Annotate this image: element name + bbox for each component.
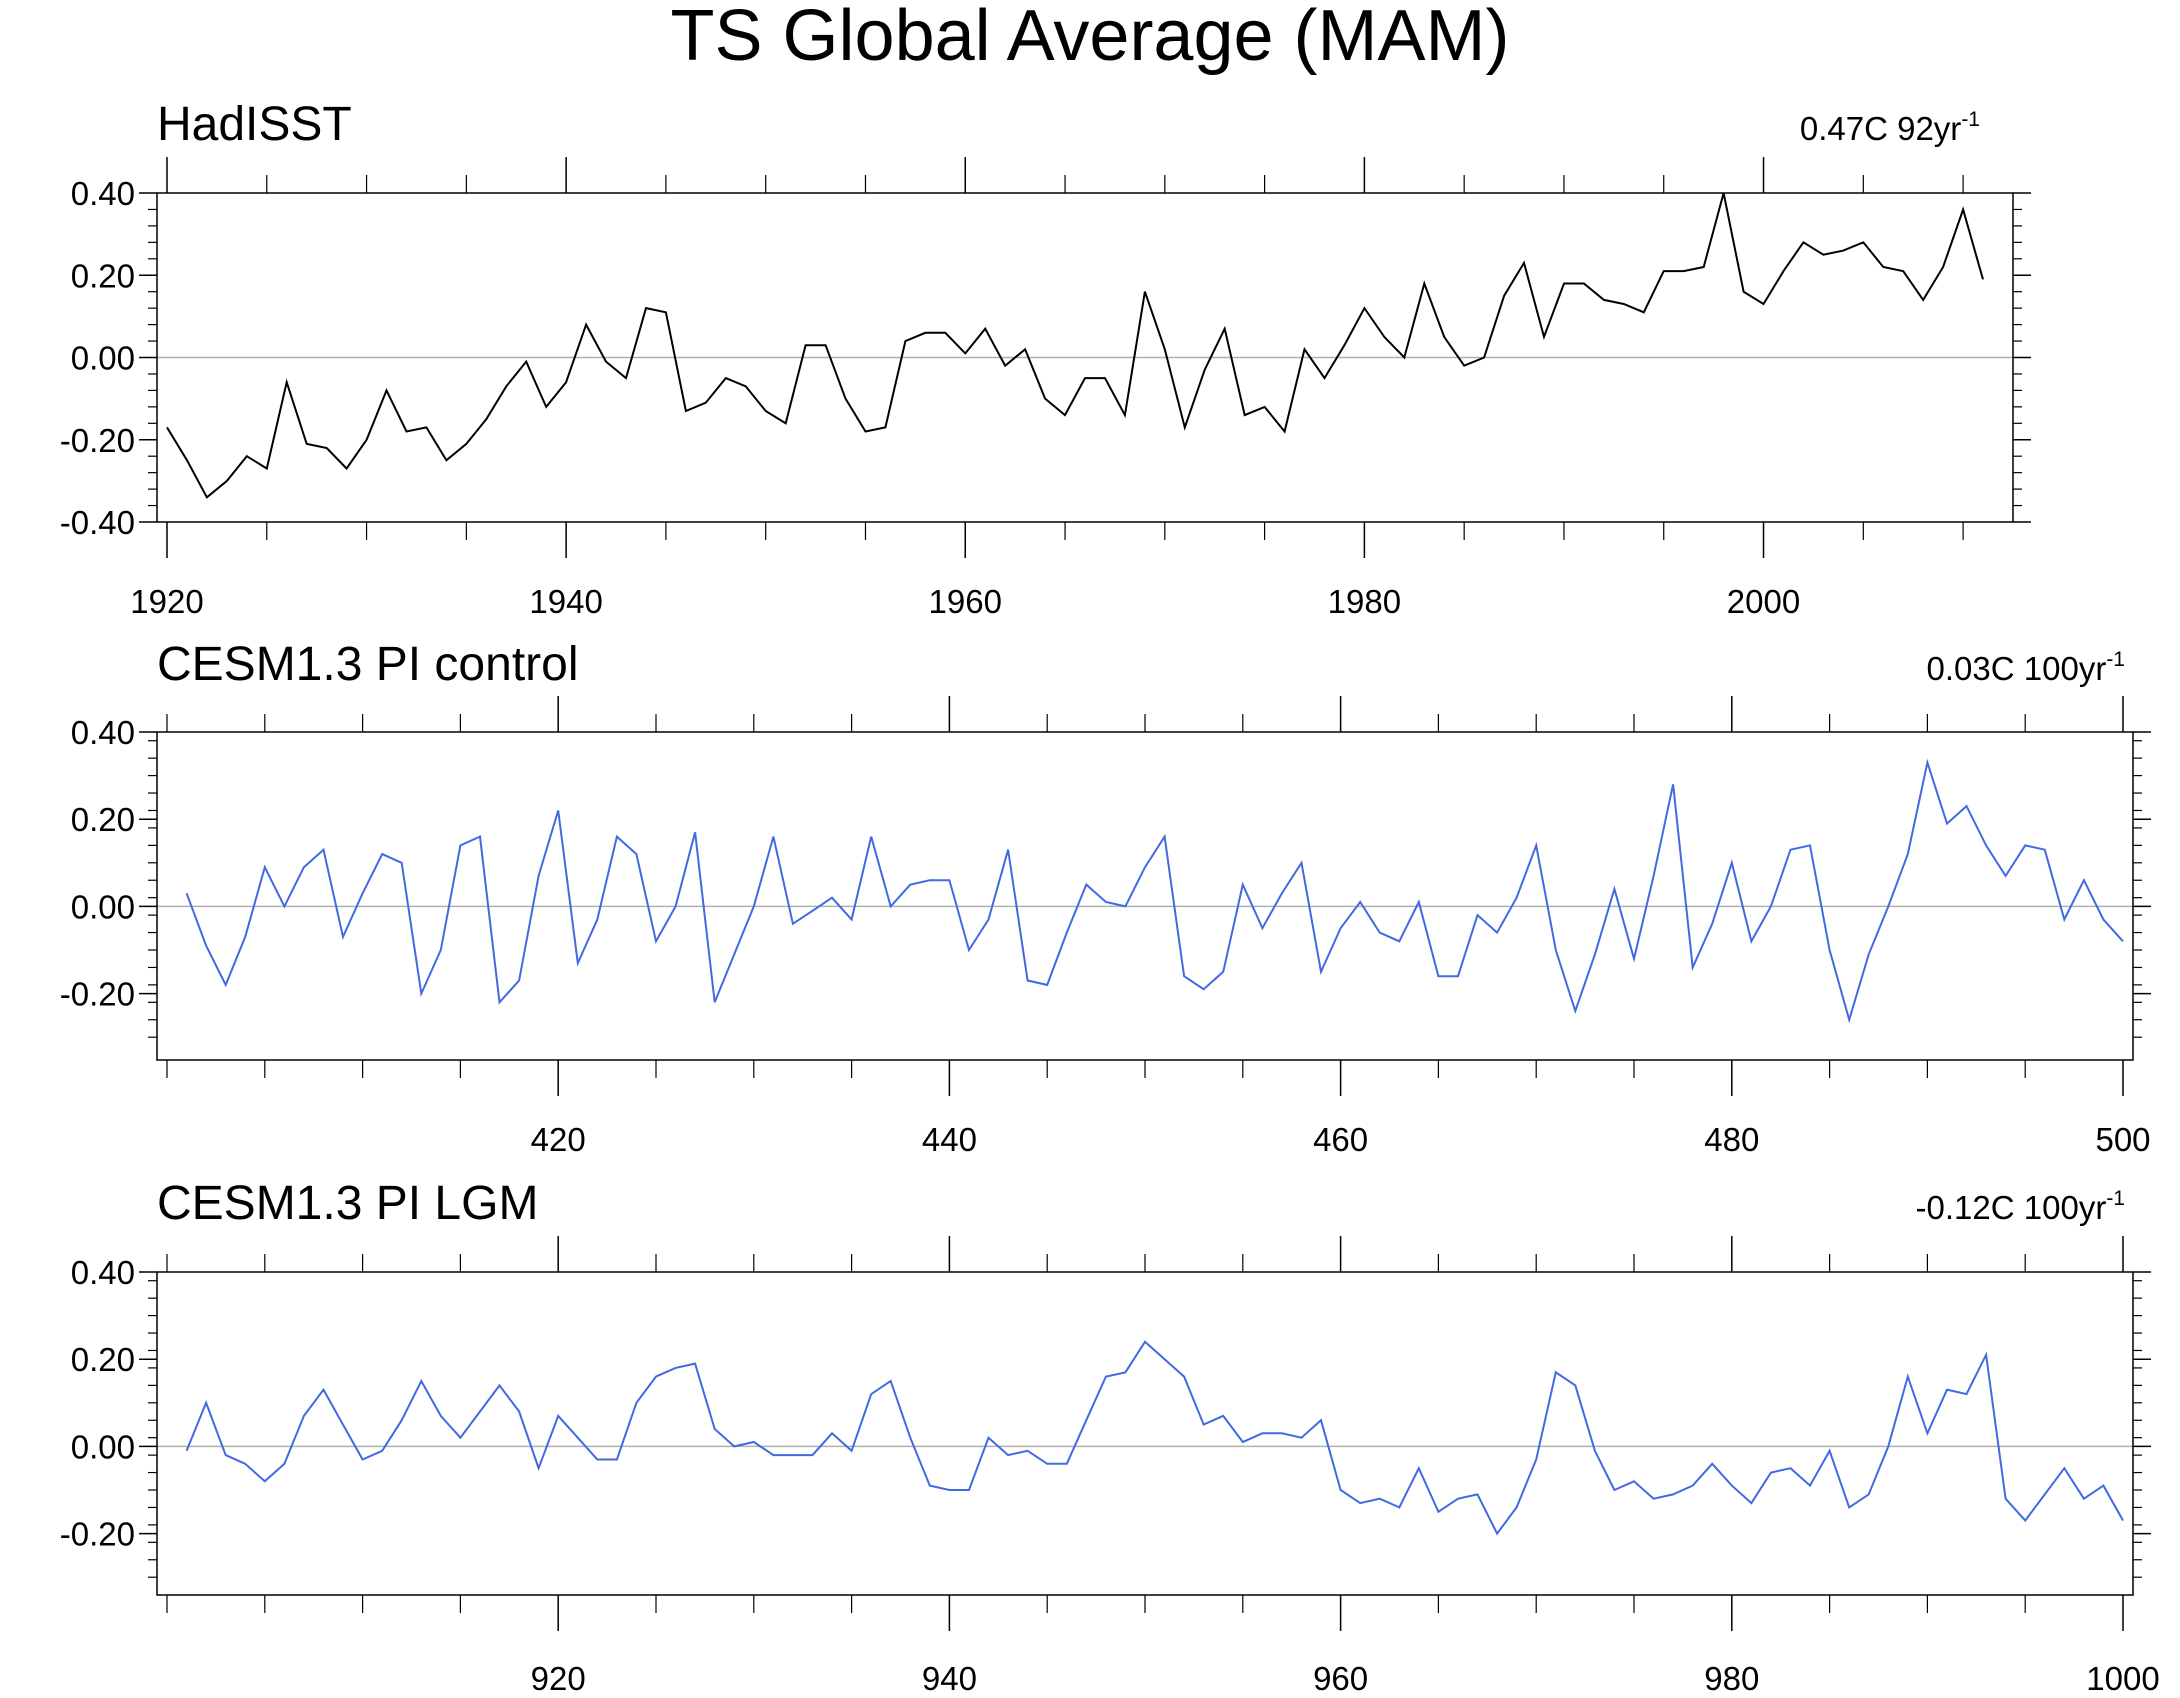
x-tick-label: 2000 [1727, 583, 1800, 620]
panel-title: CESM1.3 PI LGM [157, 1177, 538, 1230]
x-tick-label: 1980 [1328, 583, 1401, 620]
trend-label: -0.12C 100yr-1 [1916, 1187, 2125, 1226]
x-tick-label: 960 [1313, 1660, 1368, 1697]
trend-label-superscript: -1 [1961, 108, 1980, 131]
x-tick-label: 1940 [529, 583, 602, 620]
y-tick-label: 0.00 [71, 888, 135, 925]
figure-title: TS Global Average (MAM) [671, 0, 1510, 76]
panel-title: HadISST [157, 98, 352, 151]
series-line [185, 758, 2124, 1024]
y-tick-label: -0.40 [60, 504, 135, 541]
x-tick-label: 1920 [130, 583, 203, 620]
chart-panel-3: CESM1.3 PI LGM -0.12C 100yr-1 0.40 0.20 0.00… [60, 1177, 2160, 1697]
y-tick-label: 0.00 [71, 1428, 135, 1465]
panels: HadISST 0.47C 92yr-1 0.40 0.20 0.00 -0.20 -0.4… [60, 98, 2160, 1697]
y-tick-label: 0.20 [71, 801, 135, 838]
series-line [185, 1340, 2124, 1536]
x-tick-label: 920 [531, 1660, 586, 1697]
x-tick-label: 440 [922, 1121, 977, 1158]
panel-title: CESM1.3 PI control [157, 638, 579, 691]
x-tick-label: 420 [531, 1121, 586, 1158]
x-tick-label: 980 [1704, 1660, 1759, 1697]
x-tick-label: 1000 [2086, 1660, 2159, 1697]
y-tick-label: 0.40 [71, 1254, 135, 1291]
x-tick-label: 940 [922, 1660, 977, 1697]
trend-label: 0.03C 100yr-1 [1927, 648, 2125, 687]
y-tick-label: -0.20 [60, 422, 135, 459]
y-tick-label: 0.20 [71, 1341, 135, 1378]
trend-label-superscript: -1 [2106, 1187, 2125, 1210]
y-tick-label: 0.20 [71, 257, 135, 294]
chart-panel-1: HadISST 0.47C 92yr-1 0.40 0.20 0.00 -0.20 -0.4… [60, 98, 2031, 620]
y-tick-label: 0.40 [71, 714, 135, 751]
y-tick-label: 0.00 [71, 340, 135, 377]
y-tick-label: 0.40 [71, 175, 135, 212]
x-tick-label: 480 [1704, 1121, 1759, 1158]
trend-label: 0.47C 92yr-1 [1800, 108, 1980, 147]
series-line [166, 192, 1984, 499]
x-tick-label: 500 [2095, 1121, 2150, 1158]
x-tick-label: 1960 [929, 583, 1002, 620]
x-tick-label: 460 [1313, 1121, 1368, 1158]
y-tick-label: -0.20 [60, 976, 135, 1013]
y-tick-label: -0.20 [60, 1516, 135, 1553]
chart-panel-2: CESM1.3 PI control 0.03C 100yr-1 0.40 0.20 0… [60, 638, 2151, 1158]
trend-label-superscript: -1 [2106, 648, 2125, 671]
